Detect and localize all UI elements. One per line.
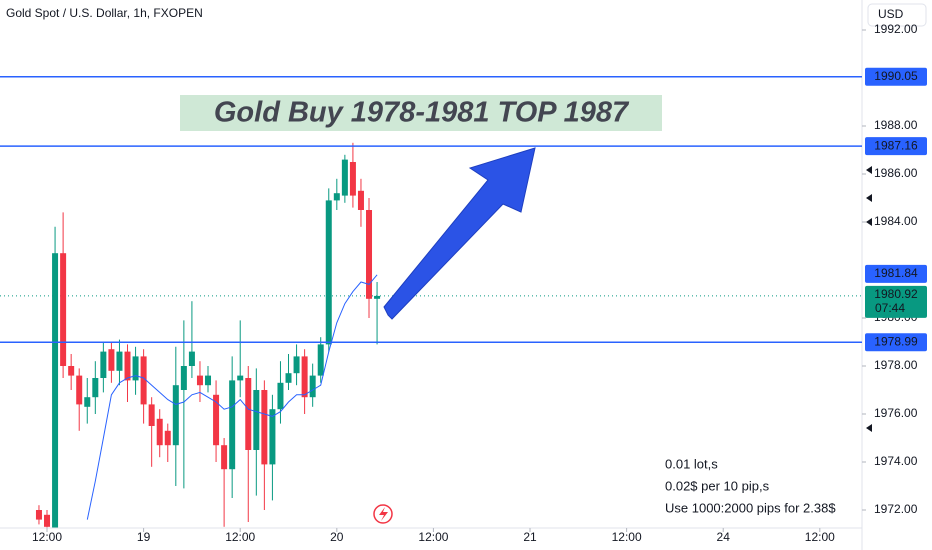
countdown: 07:44	[875, 301, 905, 315]
plot-area	[0, 142, 862, 528]
ma-label: 1981.84	[874, 266, 918, 280]
candle-body	[84, 397, 91, 407]
x-tick-label: 12:00	[418, 530, 448, 544]
candle-body	[140, 356, 147, 405]
x-tick-label: 20	[330, 530, 344, 544]
x-tick-label: 12:00	[805, 530, 835, 544]
candle-body	[132, 356, 139, 381]
candle-body	[374, 295, 381, 299]
y-tick-label: 1974.00	[874, 454, 918, 468]
icon	[373, 504, 393, 524]
x-tick-label: 12:00	[225, 530, 255, 544]
y-tick-label: 1972.00	[874, 502, 918, 516]
candle-body	[357, 190, 364, 210]
y-tick-label: 1984.00	[874, 214, 918, 228]
level-label-box	[865, 137, 927, 156]
candle-body	[325, 200, 332, 345]
y-tick-label: 1986.00	[874, 166, 918, 180]
candle-body	[52, 253, 59, 528]
candle-body	[124, 351, 131, 381]
candle-body	[116, 351, 123, 371]
candle-body	[164, 430, 171, 446]
candle-body	[277, 382, 284, 410]
level-label: 1978.99	[874, 334, 918, 348]
currency-box[interactable]	[867, 3, 927, 27]
moving-average	[86, 274, 378, 520]
y-tick-label: 1992.00	[874, 22, 918, 36]
price-label: 1980.92	[874, 287, 918, 301]
candle-body	[188, 351, 195, 366]
candle-body	[60, 253, 67, 366]
candle-body	[44, 514, 51, 527]
candle-body	[237, 375, 244, 381]
candle-body	[76, 375, 83, 405]
candle-body	[196, 375, 203, 386]
candle-body	[68, 366, 75, 376]
candle-body	[333, 193, 340, 201]
annotation-box	[180, 95, 662, 131]
candle-body	[253, 390, 260, 450]
x-tick-label: 12:00	[612, 530, 642, 544]
candle-body	[180, 366, 187, 390]
candle-body	[349, 162, 356, 196]
x-tick-label: 19	[137, 530, 151, 544]
arrow	[383, 147, 536, 320]
candle-body	[100, 351, 107, 378]
candle-body	[309, 375, 316, 398]
annotation: Gold Buy 1978-1981 TOP 1987	[214, 97, 630, 129]
candle-body	[148, 404, 155, 426]
candle-body	[341, 159, 348, 196]
y-tick-label: 1976.00	[874, 406, 918, 420]
level-label: 1990.05	[874, 69, 918, 83]
y-tick-label: 1988.00	[874, 118, 918, 132]
candle-body	[285, 373, 292, 383]
candle-body	[317, 344, 324, 376]
candle-body	[229, 380, 236, 470]
candle-body	[205, 375, 212, 386]
candle-body	[245, 378, 252, 450]
candle-body	[293, 356, 300, 374]
note: Use 1000:2000 pips for 2.38$	[665, 500, 836, 515]
candle-body	[213, 394, 220, 446]
note: 0.02$ per 10 pip,s	[665, 478, 770, 493]
candle-body	[172, 385, 179, 446]
candle-body	[92, 378, 99, 398]
x-tick-label: 21	[523, 530, 537, 544]
candle-body	[221, 445, 228, 470]
level-label: 1987.16	[874, 138, 918, 152]
level-label-box	[865, 333, 927, 352]
candle-body	[156, 418, 163, 446]
level-label-box	[865, 67, 927, 86]
candle-body	[261, 390, 268, 465]
currency[interactable]: USD	[878, 7, 904, 21]
x-tick-label: 24	[717, 530, 731, 544]
candle-body	[35, 510, 42, 520]
x-tick-label: 12:00	[32, 530, 62, 544]
candle-body	[269, 409, 276, 465]
candle-body	[108, 349, 115, 371]
ma-label-box	[865, 264, 927, 283]
candle-body	[366, 210, 373, 299]
y-tick-label: 1978.00	[874, 358, 918, 372]
chart-title: Gold Spot / U.S. Dollar, 1h, FXOPEN	[6, 6, 203, 20]
price-label-box	[865, 285, 927, 318]
note: 0.01 lot,s	[665, 456, 718, 471]
candle-body	[301, 356, 308, 398]
